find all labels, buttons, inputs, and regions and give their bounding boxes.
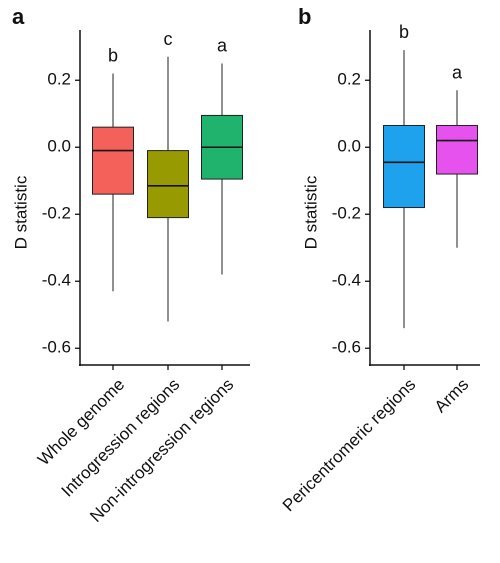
y-tick-label: 0.2: [337, 70, 361, 89]
category-label: Pericentromeric regions: [279, 375, 419, 515]
panel-label: b: [298, 4, 311, 29]
panel-label: a: [12, 4, 25, 29]
significance-letter: b: [108, 46, 118, 66]
category-label: Arms: [431, 375, 472, 416]
y-tick-label: 0.0: [337, 137, 361, 156]
y-tick-label: 0.2: [47, 70, 71, 89]
y-tick-label: -0.6: [42, 338, 71, 357]
significance-letter: b: [399, 22, 409, 42]
y-tick-label: -0.4: [332, 271, 361, 290]
box: [383, 124, 425, 209]
y-tick-label: 0.0: [47, 137, 71, 156]
significance-letter: c: [164, 29, 173, 49]
y-tick-label: -0.4: [42, 271, 71, 290]
box: [147, 150, 189, 219]
y-axis-title: D statistic: [301, 175, 320, 249]
significance-letter: a: [217, 36, 228, 56]
y-tick-label: -0.6: [332, 338, 361, 357]
box: [92, 126, 134, 195]
y-tick-label: -0.2: [42, 204, 71, 223]
significance-letter: a: [452, 62, 463, 82]
panel-b: b D statistic -0.6 -0.4 -0.2 0.0 0.2 b Pericentr…: [279, 4, 480, 515]
y-tick-label: -0.2: [332, 204, 361, 223]
y-axis-title: D statistic: [11, 175, 30, 249]
box: [436, 124, 478, 175]
